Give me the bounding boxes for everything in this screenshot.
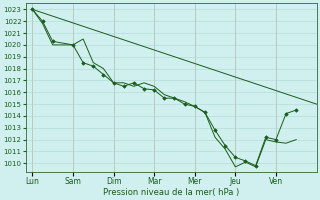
- X-axis label: Pression niveau de la mer( hPa ): Pression niveau de la mer( hPa ): [103, 188, 239, 197]
